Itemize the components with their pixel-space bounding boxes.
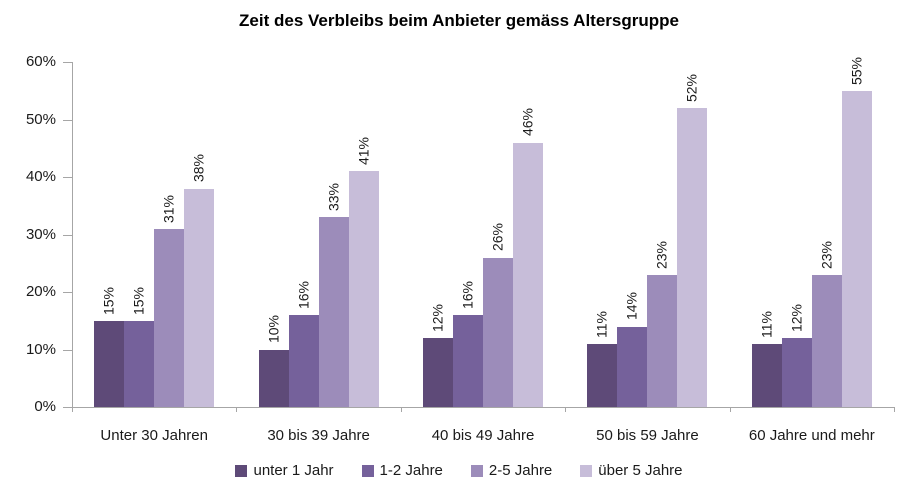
bar-group: 11% 14% 23% 52% — [565, 62, 729, 407]
y-tick-label: 10% — [25, 340, 56, 358]
legend-item: 1-2 Jahre — [361, 462, 443, 479]
x-axis-tick — [565, 407, 567, 412]
bar: 52% — [677, 74, 708, 407]
y-axis-line — [72, 62, 73, 407]
y-tick-label: 50% — [25, 110, 56, 128]
bar-value-label: 23% — [818, 240, 835, 269]
bar: 16% — [288, 281, 319, 407]
y-axis-tick — [63, 177, 72, 178]
bar: 23% — [647, 241, 678, 407]
bar: 14% — [617, 292, 648, 407]
bar: 11% — [587, 311, 618, 407]
bar-value-label: 11% — [593, 310, 610, 338]
bar-value-label: 26% — [489, 223, 506, 252]
legend-item: 2-5 Jahre — [470, 462, 553, 479]
bar-value-label: 14% — [623, 292, 640, 321]
bar-value-label: 11% — [758, 310, 775, 338]
legend-swatch — [470, 464, 483, 477]
bar-value-label: 31% — [160, 194, 177, 223]
x-axis-tick — [72, 407, 73, 412]
bar-group: 11% 12% 23% 55% — [730, 57, 894, 407]
legend-label: unter 1 Jahr — [253, 462, 334, 479]
bar: 12% — [423, 304, 454, 407]
chart-title: Zeit des Verbleibs beim Anbieter gemäss … — [239, 11, 679, 30]
bar-value-label: 12% — [788, 303, 805, 332]
legend-label: 1-2 Jahre — [379, 462, 443, 479]
x-category-label: 50 bis 59 Jahre — [596, 427, 699, 444]
x-category-label: 60 Jahre und mehr — [748, 427, 875, 444]
y-axis-tick — [63, 62, 72, 63]
bar-value-label: 12% — [429, 303, 446, 332]
x-category-label: 30 bis 39 Jahre — [267, 427, 370, 444]
plot-groups: 15% 15% 31% 38% 10% 16% 33% 41% 12% 16% 26% 46% 11% 1… — [72, 57, 894, 407]
legend-item: über 5 Jahre — [580, 462, 683, 479]
bar: 31% — [154, 195, 185, 407]
bar-value-label: 46% — [519, 108, 536, 137]
bar-group: 12% 16% 26% 46% — [401, 62, 565, 407]
legend-label: über 5 Jahre — [598, 462, 683, 479]
x-category-label: Unter 30 Jahren — [100, 427, 208, 444]
bar: 38% — [184, 154, 215, 407]
x-axis-tick — [236, 407, 238, 412]
bar: 26% — [483, 223, 514, 407]
bar-value-label: 41% — [355, 137, 372, 166]
legend-item: unter 1 Jahr — [235, 462, 334, 479]
bar-value-label: 16% — [459, 280, 476, 309]
bar: 33% — [318, 183, 349, 407]
legend: unter 1 Jahr 1-2 Jahre 2-5 Jahre über 5 Jah… — [0, 462, 918, 479]
bar-value-label: 52% — [683, 73, 700, 102]
bar-value-label: 38% — [190, 154, 207, 183]
bar: 15% — [94, 287, 125, 407]
bar: 55% — [841, 57, 872, 407]
y-tick-label: 40% — [25, 168, 56, 185]
bar: 16% — [453, 281, 484, 407]
x-axis-line — [72, 407, 895, 408]
bar-value-label: 23% — [653, 240, 670, 269]
bar-group: 15% 15% 31% 38% — [72, 62, 236, 407]
legend-swatch — [580, 464, 593, 477]
bar-value-label: 16% — [295, 280, 312, 309]
bar-value-label: 15% — [100, 286, 117, 315]
bar: 10% — [258, 315, 289, 407]
x-axis-tick — [729, 407, 731, 412]
y-tick-label: 20% — [25, 283, 56, 300]
y-axis-tick — [63, 234, 72, 236]
legend-swatch — [361, 464, 374, 477]
x-axis-tick — [400, 407, 402, 412]
y-axis-tick — [63, 349, 72, 351]
bar: 41% — [348, 137, 379, 407]
bar: 11% — [751, 311, 782, 407]
bar-value-label: 55% — [848, 56, 865, 85]
bar: 46% — [513, 108, 544, 407]
y-axis-tick — [63, 292, 72, 293]
y-axis-tick — [63, 119, 72, 121]
bar-value-label: 15% — [130, 286, 147, 315]
y-tick-label: 60% — [25, 53, 56, 70]
bar: 15% — [124, 287, 155, 407]
x-axis-tick — [894, 407, 895, 412]
y-axis-tick — [63, 407, 72, 408]
y-tick-label: 30% — [25, 225, 56, 243]
x-axis-labels: Unter 30 Jahren 30 bis 39 Jahre 40 bis 49 … — [72, 427, 894, 444]
bar-value-label: 10% — [265, 315, 282, 344]
bar-group: 10% 16% 33% 41% — [236, 62, 400, 407]
x-category-label: 40 bis 49 Jahre — [431, 427, 535, 444]
bar: 12% — [781, 304, 812, 407]
legend-label: 2-5 Jahre — [488, 462, 553, 479]
bar: 23% — [811, 241, 842, 407]
legend-swatch — [235, 464, 248, 477]
y-tick-label: 0% — [34, 398, 56, 415]
bar-value-label: 33% — [325, 183, 342, 212]
